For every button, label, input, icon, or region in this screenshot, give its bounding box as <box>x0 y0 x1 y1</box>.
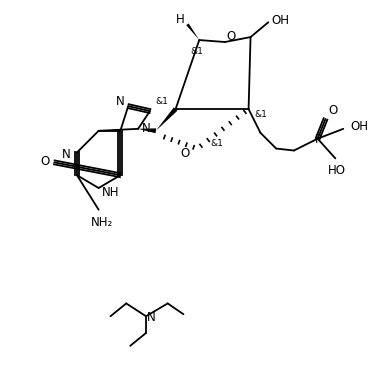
Text: H: H <box>176 13 185 26</box>
Polygon shape <box>186 23 199 40</box>
Polygon shape <box>156 107 177 131</box>
Text: O: O <box>181 147 190 160</box>
Text: N: N <box>146 311 155 324</box>
Text: N: N <box>62 148 70 161</box>
Text: N: N <box>116 95 125 108</box>
Text: O: O <box>329 104 338 116</box>
Text: &1: &1 <box>155 97 168 106</box>
Text: NH₂: NH₂ <box>91 216 113 229</box>
Text: N: N <box>142 122 151 135</box>
Text: &1: &1 <box>191 48 204 57</box>
Text: O: O <box>226 30 236 43</box>
Text: OH: OH <box>350 120 368 133</box>
Text: &1: &1 <box>254 110 267 118</box>
Polygon shape <box>138 128 156 133</box>
Text: &1: &1 <box>210 139 223 148</box>
Text: O: O <box>41 155 50 168</box>
Text: NH: NH <box>102 187 119 199</box>
Text: OH: OH <box>271 14 289 27</box>
Text: P: P <box>315 133 322 146</box>
Text: HO: HO <box>328 164 346 177</box>
